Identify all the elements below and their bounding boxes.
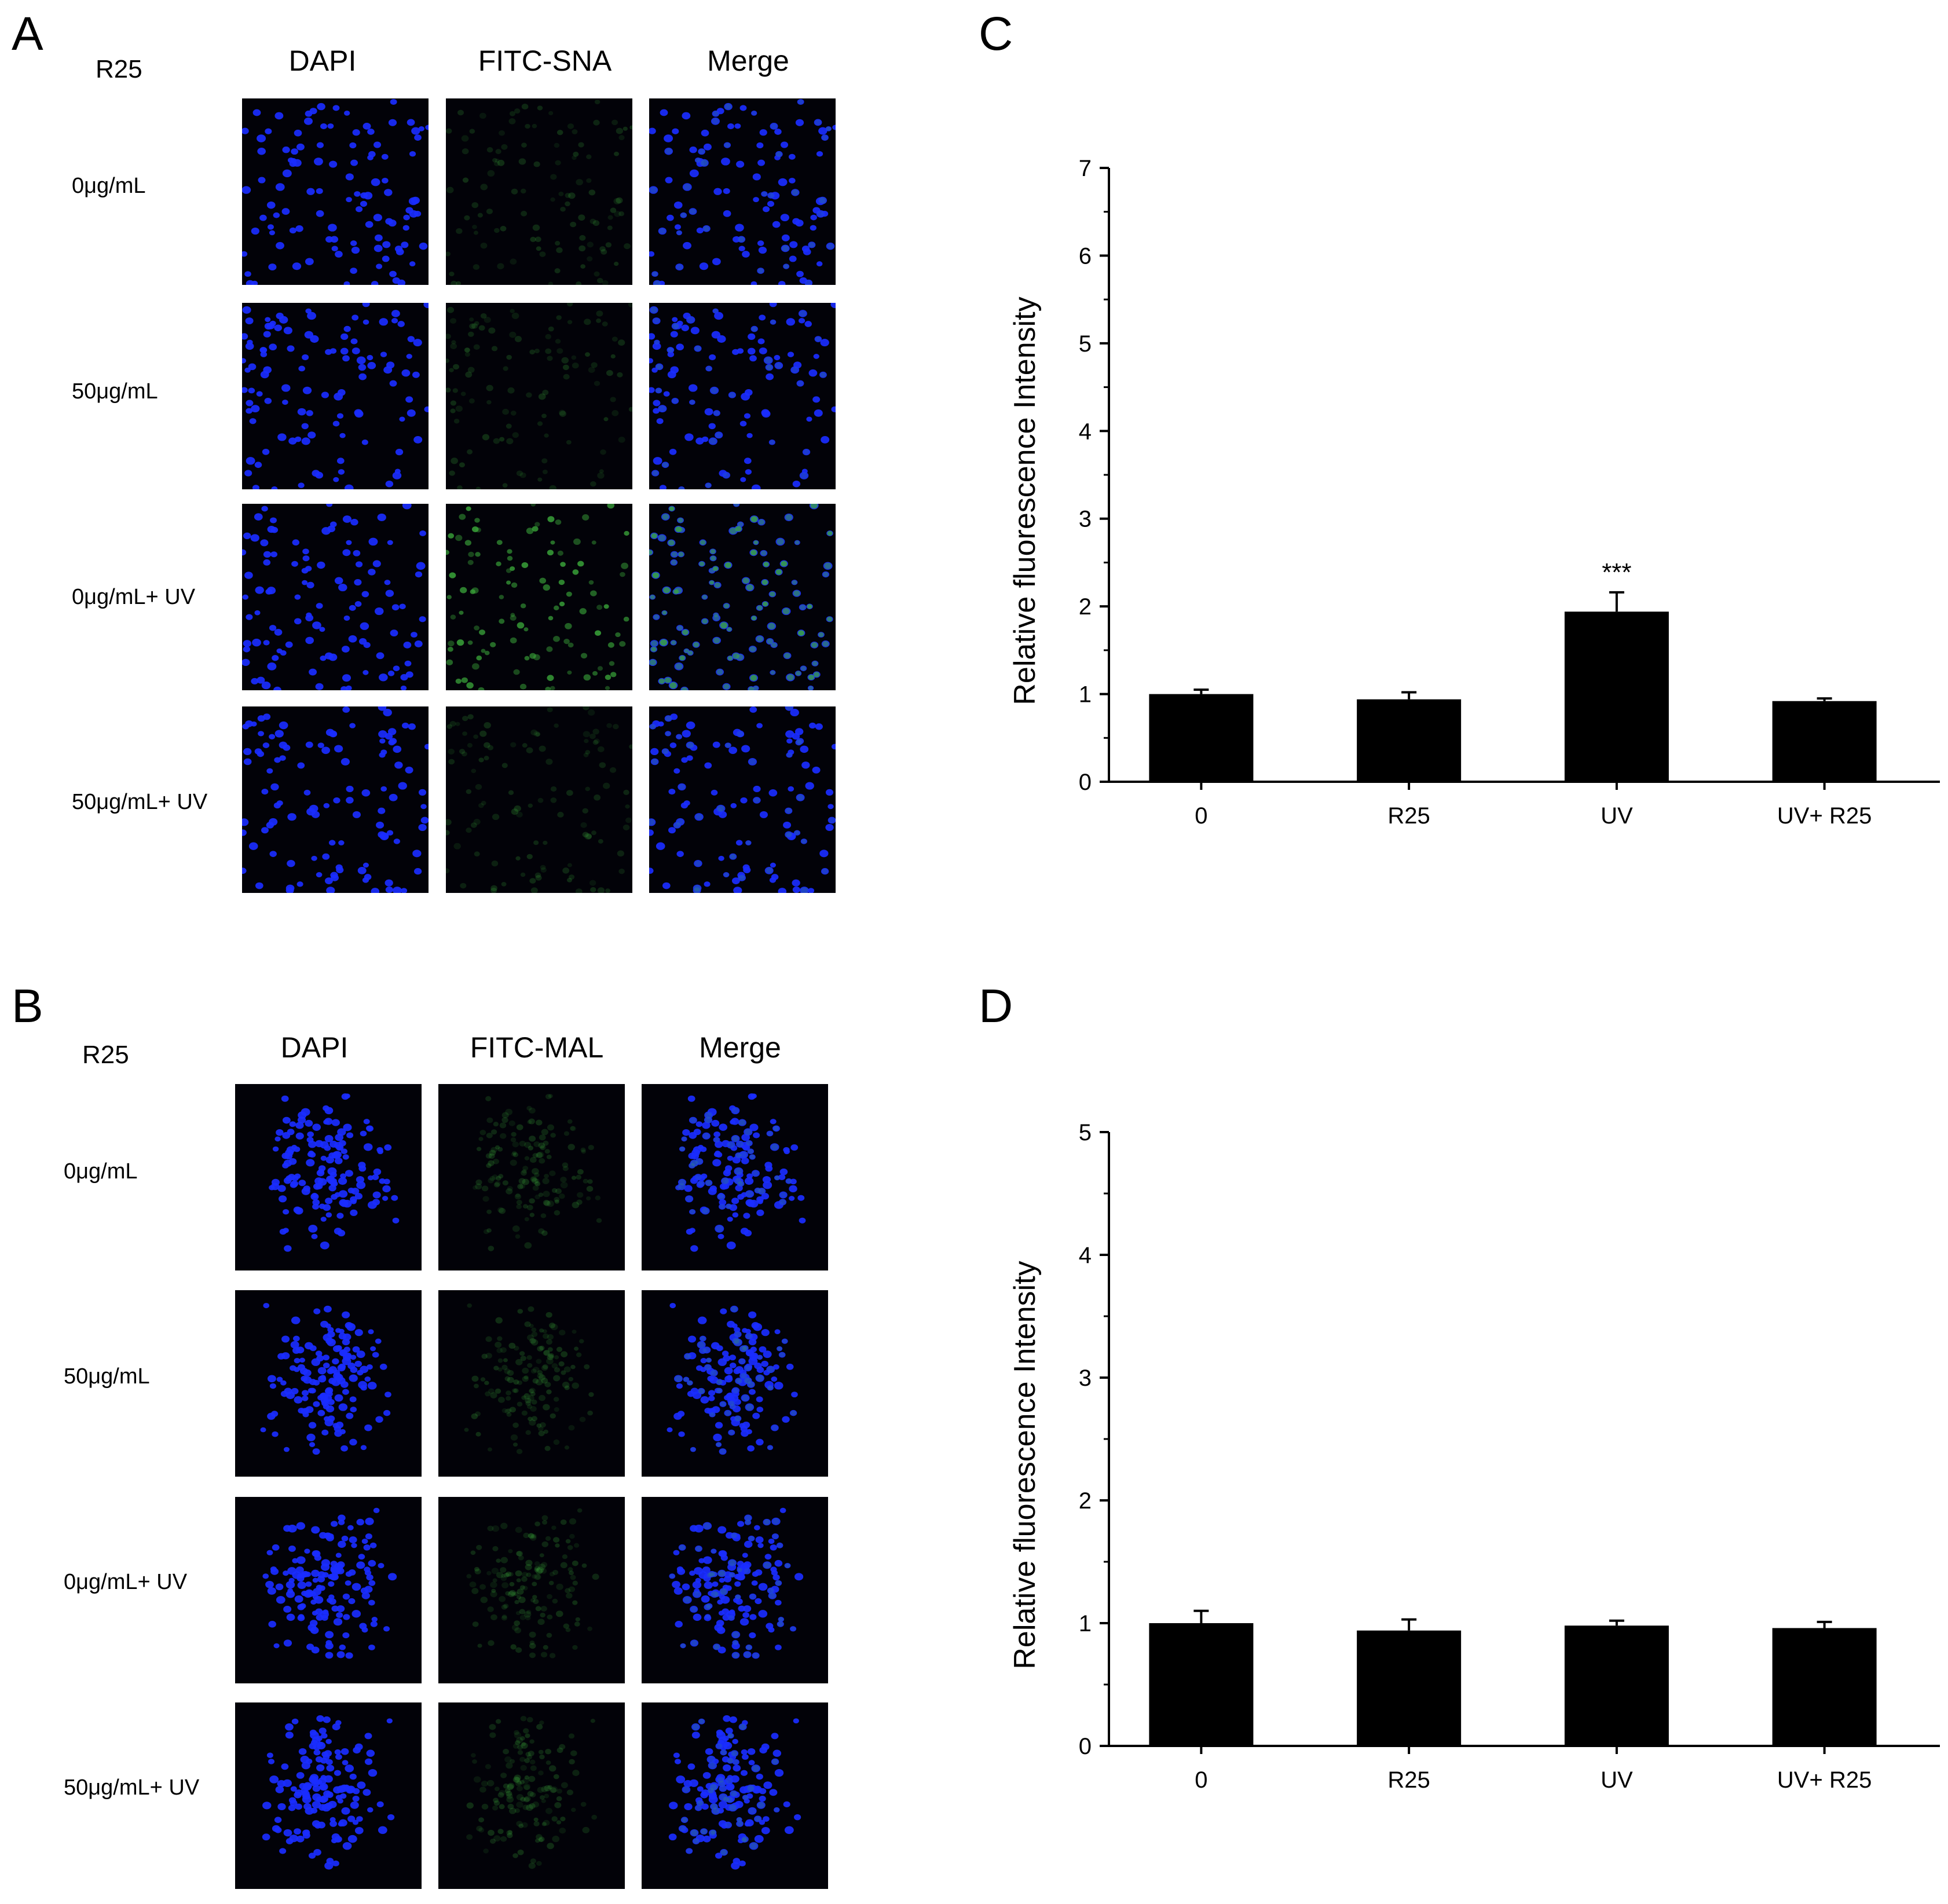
micrograph-b-r2-dapi xyxy=(235,1497,422,1683)
panel-b-row-label-3: 50μg/mL+ UV xyxy=(64,1775,200,1800)
micrograph-a-r1-fitc xyxy=(446,303,632,489)
y-tick-label: 2 xyxy=(1079,1488,1092,1514)
panel-a-col-fitc: FITC-SNA xyxy=(478,45,612,77)
micrograph-a-r3-dapi xyxy=(242,706,429,893)
panel-b-row-label-0: 0μg/mL xyxy=(64,1159,138,1184)
y-tick-label: 0 xyxy=(1079,1734,1092,1759)
micrograph-a-r0-merge xyxy=(649,98,836,285)
x-tick-label: UV xyxy=(1601,803,1633,829)
bar-uv-r25 xyxy=(1772,1628,1877,1746)
panel-d-letter: D xyxy=(979,980,1013,1032)
y-tick-label: 7 xyxy=(1079,156,1092,181)
micrograph-b-r3-dapi xyxy=(235,1702,422,1889)
chart-c: 0 1 2 3 4 5 6 7 Relative fluorescence Intensity 0… xyxy=(961,133,1946,886)
panel-a-col-dapi: DAPI xyxy=(288,45,357,77)
micrograph-a-r2-merge xyxy=(649,504,836,690)
panel-b-letter: B xyxy=(12,980,43,1032)
micrograph-b-r0-merge xyxy=(642,1084,828,1270)
micrograph-a-r3-fitc xyxy=(446,706,632,893)
panel-a-letter: A xyxy=(12,8,43,60)
bar-0 xyxy=(1149,1623,1254,1746)
micrograph-b-r2-merge xyxy=(642,1497,828,1683)
y-tick-label: 4 xyxy=(1079,419,1092,444)
micrograph-b-r0-fitc xyxy=(438,1084,625,1270)
chart-d-svg: 0 1 2 3 4 5 Relative fluorescence Intensity 0 R2… xyxy=(1008,1120,1940,1793)
y-tick-label: 4 xyxy=(1079,1243,1092,1268)
micrograph-a-r2-dapi xyxy=(242,504,429,690)
x-tick-label: 0 xyxy=(1195,1767,1207,1793)
y-tick-label: 0 xyxy=(1079,770,1092,795)
micrograph-a-r0-fitc xyxy=(446,98,632,285)
panel-a-row-label-0: 0μg/mL xyxy=(72,174,146,198)
panel-b-col-merge: Merge xyxy=(699,1031,781,1064)
y-tick-label: 1 xyxy=(1079,1611,1092,1636)
micrograph-b-r1-fitc xyxy=(438,1290,625,1477)
micrograph-b-r1-merge xyxy=(642,1290,828,1477)
panel-a-row-label-3: 50μg/mL+ UV xyxy=(72,790,208,814)
bar-uv xyxy=(1564,1625,1669,1746)
panel-b-row-label-1: 50μg/mL xyxy=(64,1364,150,1389)
y-tick-label: 3 xyxy=(1079,1365,1092,1391)
panel-b-treatment-label: R25 xyxy=(82,1041,129,1069)
bar-r25 xyxy=(1357,699,1462,782)
x-tick-label: UV xyxy=(1601,1767,1633,1793)
panel-c-letter: C xyxy=(979,8,1013,60)
bar-r25 xyxy=(1357,1630,1462,1746)
chart-d: 0 1 2 3 4 5 Relative fluorescence Intensity 0 R2… xyxy=(961,1097,1946,1850)
y-tick-label: 3 xyxy=(1079,507,1092,532)
x-tick-label: 0 xyxy=(1195,803,1207,829)
micrograph-b-r2-fitc xyxy=(438,1497,625,1683)
bar-uv xyxy=(1564,612,1669,782)
x-tick-label: R25 xyxy=(1387,803,1430,829)
y-tick-label: 1 xyxy=(1079,682,1092,708)
panel-b-col-dapi: DAPI xyxy=(280,1031,349,1064)
panel-a-row-label-1: 50μg/mL xyxy=(72,379,158,404)
micrograph-a-r3-merge xyxy=(649,706,836,893)
y-tick-label: 2 xyxy=(1079,594,1092,620)
panel-b-col-fitc: FITC-MAL xyxy=(470,1031,604,1064)
micrograph-a-r1-dapi xyxy=(242,303,429,489)
y-tick-label: 5 xyxy=(1079,1120,1092,1145)
x-tick-label: UV+ R25 xyxy=(1777,803,1872,829)
micrograph-a-r0-dapi xyxy=(242,98,429,285)
significance-label: *** xyxy=(1602,558,1631,587)
micrograph-a-r1-merge xyxy=(649,303,836,489)
x-tick-label: UV+ R25 xyxy=(1777,1767,1872,1793)
bar-0 xyxy=(1149,694,1254,782)
bar-uv-r25 xyxy=(1772,701,1877,782)
chart-c-svg: 0 1 2 3 4 5 6 7 Relative fluorescence Intensity 0… xyxy=(1008,156,1940,829)
panel-a-col-merge: Merge xyxy=(707,45,789,77)
panel-a-row-label-2: 0μg/mL+ UV xyxy=(72,585,196,609)
y-axis-label: Relative fluorescence Intensity xyxy=(1008,296,1042,705)
micrograph-a-r2-fitc xyxy=(446,504,632,690)
micrograph-b-r3-fitc xyxy=(438,1702,625,1889)
micrograph-b-r0-dapi xyxy=(235,1084,422,1270)
panel-a-treatment-label: R25 xyxy=(96,55,142,83)
y-axis-label: Relative fluorescence Intensity xyxy=(1008,1261,1042,1669)
micrograph-b-r3-merge xyxy=(642,1702,828,1889)
micrograph-b-r1-dapi xyxy=(235,1290,422,1477)
y-tick-label: 6 xyxy=(1079,243,1092,269)
x-tick-label: R25 xyxy=(1387,1767,1430,1793)
panel-b-row-label-2: 0μg/mL+ UV xyxy=(64,1570,188,1594)
y-tick-label: 5 xyxy=(1079,331,1092,357)
